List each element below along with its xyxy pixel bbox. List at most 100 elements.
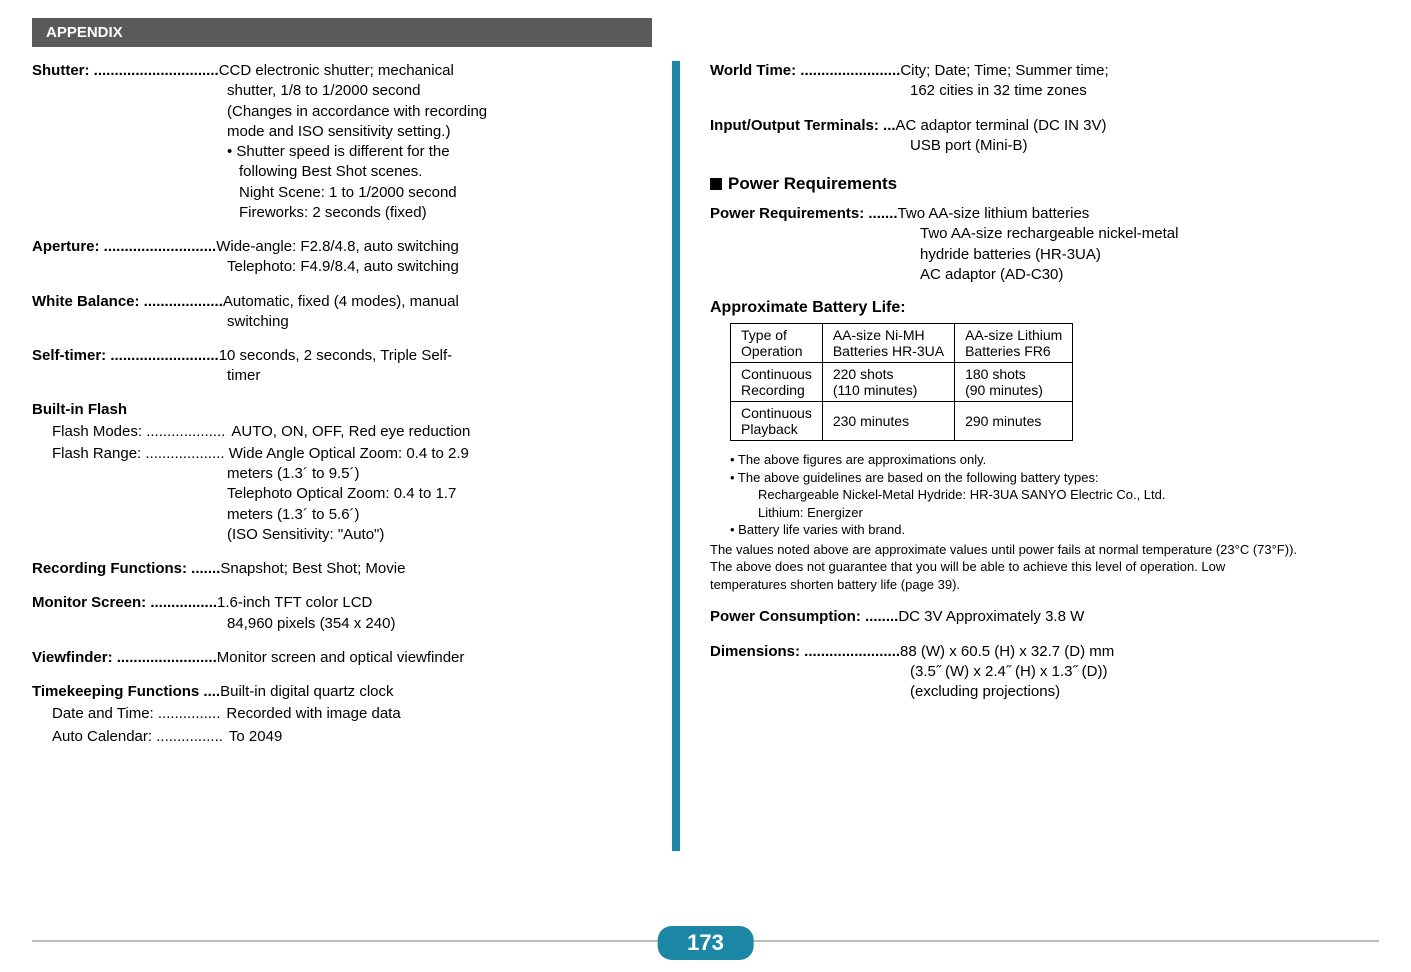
autocal-value: To 2049 [229,727,282,747]
monitor-v2: 84,960 pixels (354 x 240) [227,615,395,632]
datetime-label: Date and Time: ............... [52,704,220,724]
viewfinder-label: Viewfinder: ........................ [32,648,217,668]
aperture-v2: Telephoto: F4.9/8.4, auto switching [227,258,459,275]
rec-label: Recording Functions: ....... [32,559,220,579]
spec-timekeeping: Timekeeping Functions .... Built-in digi… [32,682,642,702]
cell-text: (90 minutes) [965,382,1043,398]
wb-v2: switching [227,313,289,330]
flash-range-v4: meters (1.3´ to 5.6´) [227,506,360,523]
power-section-title: Power Requirements [710,174,1300,194]
selftimer-label: Self-timer: .......................... [32,347,219,364]
page-number-badge: 173 [657,926,754,960]
table-cell: 220 shots(110 minutes) [822,363,954,402]
io-v2: USB port (Mini-B) [910,137,1028,154]
spec-rec: Recording Functions: ....... Snapshot; B… [32,559,642,579]
power-req-label: Power Requirements: ....... [710,205,898,222]
cell-text: 180 shots [965,366,1026,382]
spec-dimensions: Dimensions: .......................88 (W… [710,642,1300,703]
cell-text: (110 minutes) [833,382,918,398]
spec-consumption: Power Consumption: ........ DC 3V Approx… [710,607,1300,627]
shutter-v1: CCD electronic shutter; mechanical [219,62,454,79]
notes-block: • The above figures are approximations o… [710,451,1300,593]
note-item: • Battery life varies with brand. [730,521,1300,539]
shutter-v5: • Shutter speed is different for the [227,143,450,160]
table-cell: ContinuousRecording [731,363,823,402]
table-row: ContinuousPlayback 230 minutes 290 minut… [731,402,1073,441]
spec-flash-range: Flash Range: ................... Wide An… [52,444,642,545]
dimensions-v1: 88 (W) x 60.5 (H) x 32.7 (D) mm [900,643,1114,660]
timekeeping-label: Timekeeping Functions .... [32,682,220,702]
cell-text: AA-size Lithium [965,327,1062,343]
spec-wb: White Balance: ...................Automa… [32,292,642,333]
spec-power-req: Power Requirements: .......Two AA-size l… [710,204,1300,285]
dimensions-v2: (3.5˝ (W) x 2.4˝ (H) x 1.3˝ (D)) [910,663,1108,680]
spec-aperture: Aperture: ...........................Wid… [32,237,642,278]
worldtime-v2: 162 cities in 32 time zones [910,82,1087,99]
note-item: • The above figures are approximations o… [730,451,1300,469]
square-bullet-icon [710,178,722,190]
flash-range-v5: (ISO Sensitivity: "Auto") [227,526,384,543]
power-section-text: Power Requirements [728,174,897,193]
flash-modes-value: AUTO, ON, OFF, Red eye reduction [231,422,470,442]
table-cell: 230 minutes [822,402,954,441]
spec-io: Input/Output Terminals: ...AC adaptor te… [710,116,1300,157]
power-req-v2: Two AA-size rechargeable nickel-metal [920,225,1178,242]
power-req-v4: AC adaptor (AD-C30) [920,266,1063,283]
cell-text: Type of [741,327,787,343]
spec-monitor: Monitor Screen: ................1.6-inch… [32,593,642,634]
monitor-v1: 1.6-inch TFT color LCD [217,594,372,611]
cell-text: Batteries FR6 [965,343,1051,359]
flash-range-label: Flash Range: ................... [52,445,225,462]
autocal-label: Auto Calendar: ................ [52,727,223,747]
note-para: The values noted above are approximate v… [710,541,1300,594]
flash-range-v3: Telephoto Optical Zoom: 0.4 to 1.7 [227,485,456,502]
table-cell: 180 shots(90 minutes) [955,363,1073,402]
cell-text: Playback [741,421,798,437]
shutter-v7: Night Scene: 1 to 1/2000 second [239,184,457,201]
worldtime-label: World Time: ........................ [710,62,900,79]
spec-autocal: Auto Calendar: ................ To 2049 [52,727,642,747]
spec-viewfinder: Viewfinder: ........................ Mon… [32,648,642,668]
shutter-v2: shutter, 1/8 to 1/2000 second [227,82,420,99]
note-sub: Rechargeable Nickel-Metal Hydride: HR-3U… [758,486,1300,504]
battery-table: Type ofOperation AA-size Ni-MHBatteries … [730,323,1073,441]
timekeeping-value: Built-in digital quartz clock [220,682,393,702]
cell-text: Batteries HR-3UA [833,343,944,359]
table-cell: 290 minutes [955,402,1073,441]
flash-range-v2: meters (1.3´ to 9.5´) [227,465,360,482]
rec-value: Snapshot; Best Shot; Movie [220,559,405,579]
table-cell: AA-size Ni-MHBatteries HR-3UA [822,324,954,363]
shutter-v4: mode and ISO sensitivity setting.) [227,123,450,140]
io-label: Input/Output Terminals: ... [710,117,896,134]
cell-text: AA-size Ni-MH [833,327,925,343]
cell-text: Operation [741,343,802,359]
consumption-value: DC 3V Approximately 3.8 W [898,607,1084,627]
worldtime-v1: City; Date; Time; Summer time; [900,62,1108,79]
shutter-v6: following Best Shot scenes. [239,163,422,180]
note-item: • The above guidelines are based on the … [730,469,1300,487]
aperture-v1: Wide-angle: F2.8/4.8, auto switching [216,238,459,255]
content-columns: Shutter: ..............................C… [0,61,1411,851]
wb-label: White Balance: ................... [32,293,223,310]
table-cell: ContinuousPlayback [731,402,823,441]
table-cell: AA-size LithiumBatteries FR6 [955,324,1073,363]
dimensions-v3: (excluding projections) [910,683,1060,700]
note-sub: Lithium: Energizer [758,504,1300,522]
spec-shutter: Shutter: ..............................C… [32,61,642,223]
selftimer-v2: timer [227,367,260,384]
table-row: Type ofOperation AA-size Ni-MHBatteries … [731,324,1073,363]
shutter-v8: Fireworks: 2 seconds (fixed) [239,204,427,221]
spec-flash-modes: Flash Modes: ................... AUTO, O… [52,422,642,442]
datetime-value: Recorded with image data [226,704,400,724]
cell-text: Continuous [741,405,812,421]
viewfinder-value: Monitor screen and optical viewfinder [217,648,465,668]
flash-modes-label: Flash Modes: ................... [52,422,225,442]
right-column: World Time: ........................City… [680,61,1320,851]
cell-text: Continuous [741,366,812,382]
monitor-label: Monitor Screen: ................ [32,594,217,611]
shutter-v3: (Changes in accordance with recording [227,103,487,120]
flash-range-v1: Wide Angle Optical Zoom: 0.4 to 2.9 [229,445,469,462]
io-v1: AC adaptor terminal (DC IN 3V) [896,117,1107,134]
spec-worldtime: World Time: ........................City… [710,61,1300,102]
approx-heading: Approximate Battery Life: [710,299,1300,317]
